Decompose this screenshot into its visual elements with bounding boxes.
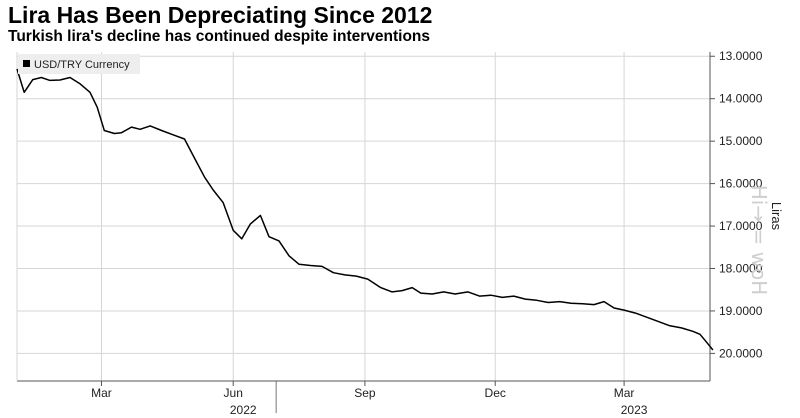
legend-box — [18, 54, 140, 74]
x-tick-label: Dec — [485, 386, 506, 400]
x-tick-label: Mar — [614, 386, 635, 400]
series-layer — [16, 68, 714, 351]
y-tick-label: 16.0000 — [719, 177, 763, 191]
x-tick-label: Jun — [224, 386, 243, 400]
axes: 13.0000 14.0000 15.0000 16.0000 17.0000 18.00… — [16, 49, 784, 417]
y-tick-label: 14.0000 — [719, 92, 763, 106]
y-tick-label: 17.0000 — [719, 219, 763, 233]
y-tick-label: 20.0000 — [719, 346, 763, 360]
y-tick-label: 15.0000 — [719, 134, 763, 148]
x-tick-label: Sep — [354, 386, 376, 400]
grid-lines — [17, 52, 710, 381]
chart-subtitle: Turkish lira's decline has continued des… — [8, 28, 430, 45]
series-line-usd-try — [16, 68, 714, 351]
year-label: 2022 — [230, 403, 257, 417]
y-tick-label: 18.0000 — [719, 262, 763, 276]
legend: USD/TRY Currency — [18, 54, 140, 74]
legend-label: USD/TRY Currency — [34, 59, 130, 71]
year-label: 2023 — [621, 403, 648, 417]
y-tick-label: 13.0000 — [719, 49, 763, 63]
x-tick-label: Mar — [91, 386, 112, 400]
chart-title: Lira Has Been Depreciating Since 2012 — [8, 2, 433, 28]
legend-swatch — [23, 60, 30, 67]
watermark-text: Hi→ = woH — [747, 185, 771, 295]
y-axis-label: Liras — [769, 202, 784, 231]
y-tick-label: 19.0000 — [719, 304, 763, 318]
